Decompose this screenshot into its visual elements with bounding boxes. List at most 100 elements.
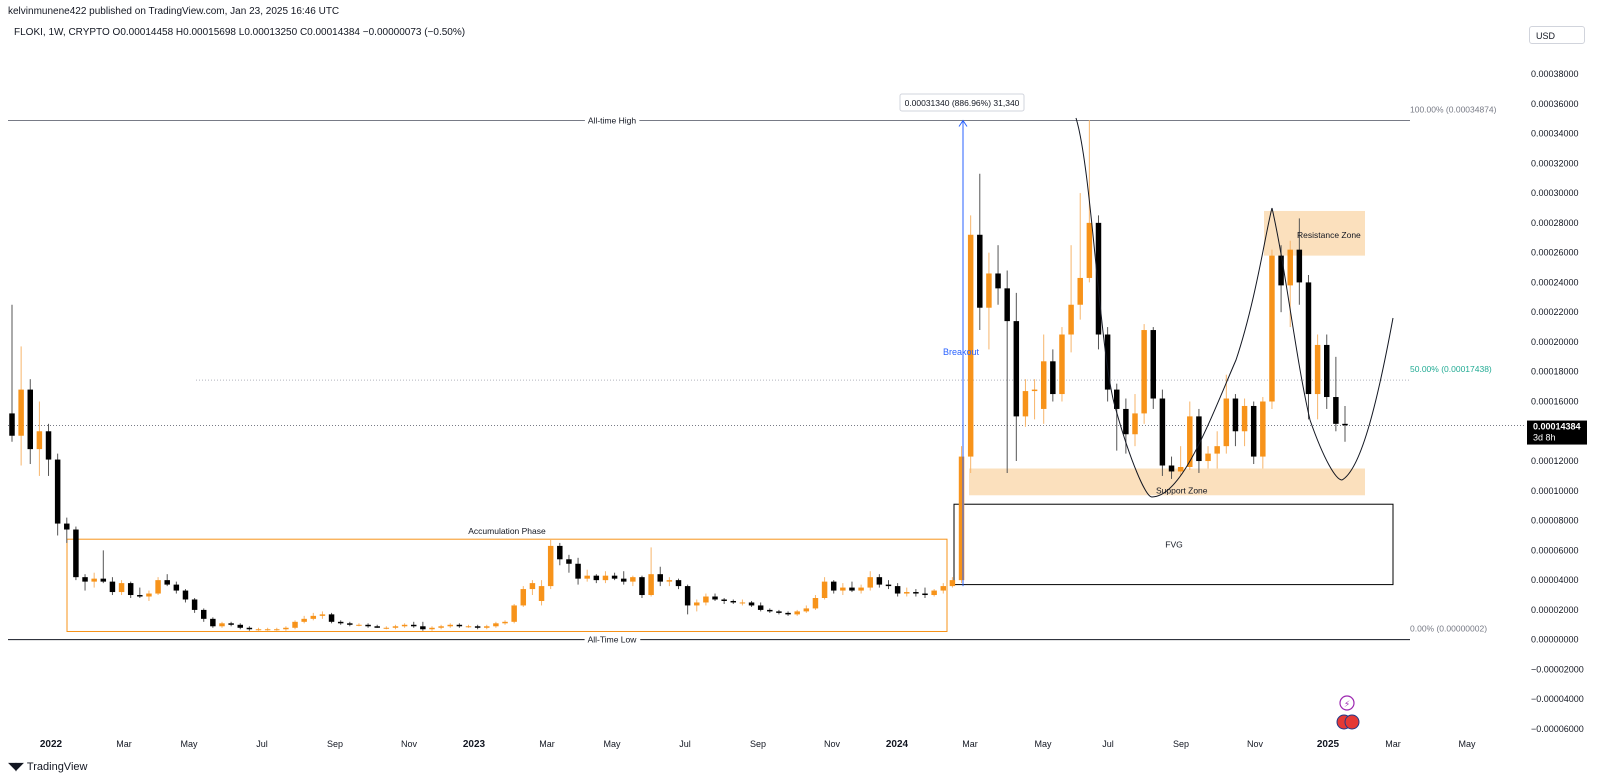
candle: [849, 581, 855, 593]
candle-body: [1132, 413, 1138, 435]
candle: [1177, 446, 1184, 476]
candle: [1141, 324, 1147, 424]
candle: [274, 627, 280, 631]
tradingview-logo[interactable]: ◥◤ TradingView: [8, 760, 88, 774]
candle: [64, 517, 70, 543]
candle: [328, 612, 335, 624]
currency-selector[interactable]: USD: [1529, 26, 1585, 44]
time-tick-label: Jul: [1102, 739, 1114, 749]
candle-body: [1187, 416, 1193, 467]
candle-body: [1095, 222, 1102, 335]
price-tick-label: 0.00036000: [1531, 99, 1579, 109]
candle: [1324, 334, 1330, 409]
candle-body: [228, 623, 234, 625]
candle-body: [529, 583, 536, 590]
candle-body: [812, 598, 819, 609]
candle-body: [922, 593, 928, 596]
candle-body: [264, 629, 271, 631]
candle: [694, 599, 700, 612]
candle: [830, 580, 837, 594]
candle: [82, 574, 88, 591]
measure-box: [899, 93, 1025, 112]
candle: [858, 584, 864, 594]
accumulation-box[interactable]: [66, 538, 948, 632]
candle: [894, 583, 901, 597]
atl-label: All-Time Low: [588, 635, 638, 645]
candle: [666, 577, 673, 587]
candle-body: [283, 627, 289, 630]
candle-body: [1223, 398, 1230, 447]
candle: [219, 621, 225, 628]
candle-body: [365, 624, 371, 627]
price-tick-label: 0.00008000: [1531, 516, 1579, 526]
candle: [639, 575, 645, 598]
candle: [1333, 356, 1339, 432]
candle-body: [347, 623, 353, 625]
candle-body: [547, 545, 554, 587]
candle: [785, 611, 791, 616]
tradingview-logo-text: TradingView: [26, 760, 88, 773]
candle-body: [739, 602, 746, 604]
candle: [91, 572, 97, 588]
candle-body: [109, 581, 116, 593]
candle: [164, 574, 170, 587]
candle-body: [575, 563, 581, 579]
price-tick-label: 0.00030000: [1531, 188, 1579, 198]
candle-body: [1068, 304, 1074, 335]
candle: [310, 612, 317, 621]
candle-body: [684, 586, 691, 606]
time-tick-label: 2022: [40, 739, 63, 750]
candle-body: [328, 614, 335, 622]
candle-body: [292, 621, 298, 628]
time-tick-label: May: [1458, 739, 1476, 749]
candle-body: [191, 599, 198, 610]
candle: [410, 621, 417, 628]
price-tick-label: 0.00012000: [1531, 456, 1579, 466]
left-arc-curve: [1075, 117, 1273, 498]
candle: [885, 580, 892, 590]
candle: [1296, 218, 1303, 305]
accumulation-label: Accumulation Phase: [468, 526, 546, 536]
candle: [1196, 408, 1202, 473]
candle: [54, 453, 61, 536]
candle: [255, 627, 262, 631]
candle-body: [36, 431, 43, 450]
candle: [9, 304, 15, 442]
candle-body: [91, 578, 97, 582]
candle: [584, 569, 590, 582]
candle: [127, 581, 134, 598]
candle-body: [82, 577, 88, 582]
candle: [283, 626, 289, 631]
candle-body: [392, 626, 399, 628]
candle: [365, 623, 371, 628]
candle: [748, 600, 755, 607]
candle: [1241, 398, 1248, 447]
candle: [1214, 431, 1220, 469]
time-tick-label: Mar: [539, 739, 555, 749]
candle: [1068, 245, 1074, 353]
candle-body: [904, 592, 910, 594]
candle: [767, 608, 773, 613]
us-flag-event-icon-2[interactable]: [1344, 714, 1360, 730]
candle-body: [821, 581, 828, 598]
fvg-box[interactable]: [953, 503, 1394, 586]
candle: [611, 572, 618, 581]
candle-body: [931, 590, 937, 596]
lightning-glyph: ⚡: [1344, 699, 1350, 709]
candle: [675, 578, 682, 590]
price-tick-label: 0.00016000: [1531, 397, 1579, 407]
price-tick-label: 0.00024000: [1531, 277, 1579, 287]
candle-body: [794, 611, 800, 615]
price-tick-label: 0.00002000: [1531, 605, 1579, 615]
candle-body: [1232, 398, 1239, 432]
candle-body: [593, 575, 600, 581]
candle-body: [447, 624, 453, 627]
price-axis[interactable]: 0.00038000 0.00036000 0.00034000 0.00032000…: [1531, 69, 1584, 734]
ath-label: All-time High: [588, 116, 636, 126]
candle: [228, 621, 234, 627]
lightning-event-icon[interactable]: [1339, 695, 1355, 711]
time-tick-label: May: [180, 739, 198, 749]
time-axis[interactable]: 2022 Mar May Jul Sep Nov 2023 Mar May Jul Sep Nov 20…: [40, 739, 1476, 750]
candle: [447, 623, 453, 628]
